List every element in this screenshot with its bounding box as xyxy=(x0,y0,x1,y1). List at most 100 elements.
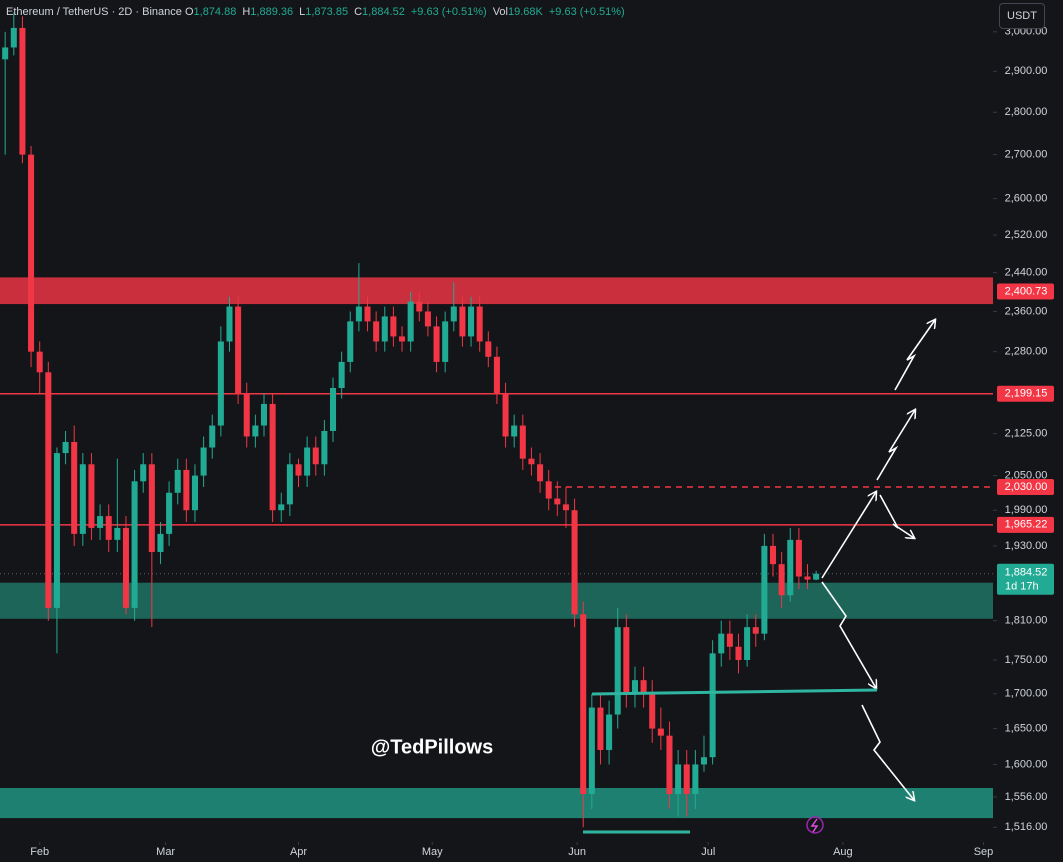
legend-key: O xyxy=(184,6,194,18)
candle-body xyxy=(200,447,207,476)
candle-body xyxy=(381,316,388,342)
candle-body xyxy=(761,545,768,634)
candle-body xyxy=(399,336,406,342)
candle-body xyxy=(675,764,682,794)
x-tick-label: Mar xyxy=(156,846,175,858)
zone xyxy=(0,277,993,305)
candle-body xyxy=(45,372,52,608)
y-tick-label: 2,900.00 xyxy=(1005,65,1048,77)
candle-body xyxy=(10,27,17,48)
candle-body xyxy=(709,653,716,758)
candle-body xyxy=(726,633,733,647)
candle-body xyxy=(416,301,423,312)
y-tick-label: 2,280.00 xyxy=(1005,346,1048,358)
candle-body xyxy=(502,393,509,437)
candle-body xyxy=(442,321,449,362)
y-tick-label: 2,050.00 xyxy=(1005,470,1048,482)
candle-body xyxy=(562,504,569,511)
candle-body xyxy=(157,533,164,552)
candle-body xyxy=(36,351,43,373)
candle-body xyxy=(769,545,777,565)
candle-body xyxy=(735,646,742,661)
candle-body xyxy=(243,393,250,437)
candle-body xyxy=(373,321,380,342)
y-tick-label: 3,000.00 xyxy=(1005,26,1048,38)
candle-body xyxy=(554,498,561,505)
y-tick-label: 1,930.00 xyxy=(1005,540,1048,552)
candle-body xyxy=(606,714,613,750)
arrow xyxy=(894,320,935,391)
candle-body xyxy=(795,539,802,577)
candle-body xyxy=(700,757,708,765)
support-line xyxy=(591,688,878,696)
candle-body xyxy=(304,447,311,476)
candle-body xyxy=(571,510,578,615)
countdown: 1d 17h xyxy=(1005,581,1039,593)
candle-body xyxy=(744,627,751,661)
candle-body xyxy=(28,154,35,352)
event-icon[interactable] xyxy=(806,816,824,834)
candle-body xyxy=(235,306,242,394)
candle-body xyxy=(329,388,337,431)
last-price-label: 1,884.52 xyxy=(1005,567,1048,579)
candle-body xyxy=(312,447,319,465)
y-tick-label: 1,810.00 xyxy=(1005,615,1048,627)
candle-body xyxy=(183,469,190,511)
candle-body xyxy=(752,627,759,634)
arrow xyxy=(876,410,915,481)
legend-key: L xyxy=(299,6,306,18)
level-label: 2,030.00 xyxy=(1005,481,1048,493)
candle-body xyxy=(692,764,699,794)
y-tick-label: 1,600.00 xyxy=(1005,758,1048,770)
price-axis xyxy=(993,0,1063,862)
candle-body xyxy=(545,481,552,499)
currency-button[interactable]: USDT xyxy=(999,3,1045,29)
candle-body xyxy=(191,475,198,511)
y-tick-label: 1,516.00 xyxy=(1005,821,1048,833)
y-tick-label: 2,520.00 xyxy=(1005,229,1048,241)
candle-body xyxy=(53,453,60,608)
y-tick-label: 1,700.00 xyxy=(1005,688,1048,700)
candle-body xyxy=(79,464,86,534)
legend-value: 19.68K xyxy=(508,6,543,18)
candle-body xyxy=(269,403,276,511)
candle-body xyxy=(2,47,9,60)
candle-body xyxy=(88,464,95,528)
last-price-box xyxy=(997,563,1054,595)
candle-body xyxy=(105,516,112,540)
y-tick-label: 1,750.00 xyxy=(1005,654,1048,666)
x-tick-label: May xyxy=(422,846,443,858)
candles xyxy=(2,12,820,828)
candle-body xyxy=(140,464,147,482)
candle-body xyxy=(485,341,492,357)
candle-body xyxy=(528,458,535,465)
level-label: 2,400.73 xyxy=(1005,285,1048,297)
candle-body xyxy=(493,356,500,394)
candle-body xyxy=(122,527,129,608)
arrow xyxy=(861,704,914,800)
level-label-box xyxy=(997,385,1054,402)
candle-body xyxy=(364,306,371,322)
x-tick-label: Feb xyxy=(30,846,49,858)
candle-body xyxy=(537,464,544,482)
x-tick-label: Aug xyxy=(833,846,853,858)
candle-body xyxy=(131,481,138,608)
candle-body xyxy=(813,573,820,580)
x-tick-label: Jul xyxy=(701,846,715,858)
y-tick-label: 1,990.00 xyxy=(1005,504,1048,516)
candle-body xyxy=(649,693,656,729)
candle-body xyxy=(476,306,483,342)
candle-body xyxy=(260,403,268,426)
legend-value: 1,873.85 xyxy=(305,6,349,18)
candle-body xyxy=(347,321,354,362)
candle-body xyxy=(588,707,595,794)
candle-body xyxy=(424,311,431,327)
arrow xyxy=(879,494,914,538)
level-label-box xyxy=(997,283,1054,300)
x-tick-label: Sep xyxy=(974,846,994,858)
candle-body xyxy=(450,306,457,322)
zone xyxy=(0,787,993,819)
candle-body xyxy=(295,464,302,476)
